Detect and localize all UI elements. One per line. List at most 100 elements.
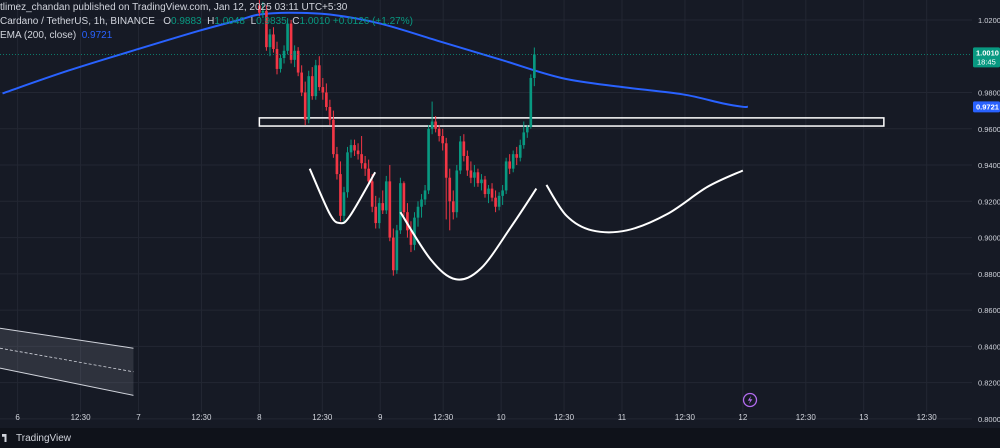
candle-body: [392, 237, 395, 271]
candle: [367, 159, 370, 185]
candle: [525, 125, 529, 138]
candle: [310, 67, 314, 100]
candle-body: [307, 76, 311, 120]
candle-body: [483, 179, 487, 195]
time-tick-label: 12:30: [71, 413, 92, 422]
candle: [261, 1, 265, 19]
candle-body: [533, 54, 536, 78]
channel-fill: [0, 328, 134, 396]
channel-mid-line: [0, 347, 134, 373]
channel-lower-line: [0, 367, 134, 396]
publish-info: tlimez_chandan published on TradingView.…: [0, 2, 348, 13]
candle-body: [441, 136, 445, 144]
candle: [346, 146, 349, 198]
time-tick-label: 12:30: [554, 413, 575, 422]
pattern-arc: [308, 168, 377, 225]
pattern-arcs: [308, 168, 744, 281]
candle: [483, 175, 487, 198]
time-tick-label: 10: [497, 413, 506, 422]
candle-body: [518, 145, 522, 158]
time-tick-label: 12:30: [312, 413, 333, 422]
candle: [455, 165, 459, 218]
indicator-legend[interactable]: EMA (200, close) 0.9721: [0, 30, 112, 41]
time-tick-label: 12:30: [191, 413, 212, 422]
candle: [529, 74, 533, 129]
candle-body: [300, 72, 303, 93]
time-tick-label: 12:30: [675, 413, 696, 422]
ema-value: 0.9721: [81, 30, 113, 41]
candle-body: [272, 34, 275, 49]
candle: [497, 192, 501, 211]
candle-body: [293, 50, 296, 60]
candle-body: [275, 48, 279, 69]
candle: [392, 228, 395, 276]
ohlc-change: +0.0126 (+1.27%): [332, 16, 413, 27]
candle: [522, 121, 526, 149]
flash-icon[interactable]: [742, 392, 758, 408]
time-tick-label: 11: [618, 413, 627, 422]
candle-body: [286, 23, 289, 51]
tradingview-logo-icon: [2, 434, 7, 442]
candle: [314, 59, 318, 100]
pattern-arc: [545, 169, 744, 234]
candle-body: [258, 5, 261, 13]
time-tick-label: 13: [859, 413, 868, 422]
candle: [434, 116, 437, 133]
candle: [349, 139, 353, 158]
candle-body: [377, 203, 381, 224]
time-tick-label: 12:30: [917, 413, 938, 422]
ohlc-high: H1.0048: [207, 16, 245, 27]
symbol-title[interactable]: Cardano / TetherUS, 1h, BINANCE: [0, 16, 155, 27]
candle-body: [466, 155, 469, 171]
candle-body: [402, 183, 406, 213]
candle: [437, 125, 441, 142]
candle: [533, 47, 536, 87]
price-channel: [0, 327, 134, 396]
candle-body: [416, 206, 420, 218]
candle: [388, 165, 392, 242]
candle-body: [261, 10, 265, 13]
price-tick-label: 0.80000: [978, 415, 1000, 424]
candle: [504, 157, 508, 195]
candle-body: [515, 154, 519, 158]
ohlc-open: O0.9883: [163, 16, 202, 27]
candle-body: [289, 23, 293, 60]
time-tick-label: 12:30: [796, 413, 817, 422]
candle: [480, 174, 483, 191]
candle: [466, 150, 469, 176]
candle-body: [356, 150, 360, 155]
candle: [307, 70, 311, 124]
ohlc-close: C1.0010: [292, 16, 331, 27]
candle: [448, 168, 452, 231]
candle: [409, 221, 413, 253]
candle-body: [349, 145, 353, 153]
candle: [381, 190, 385, 214]
candle-body: [434, 121, 437, 129]
price-scale[interactable]: [972, 0, 1000, 428]
candle-body: [522, 132, 526, 146]
candle-body: [476, 172, 480, 184]
candle: [293, 45, 296, 68]
candle: [353, 139, 356, 156]
candle-body: [525, 126, 529, 133]
candle-body: [279, 58, 282, 69]
candle: [430, 101, 434, 135]
candle: [328, 99, 332, 126]
footer-bar: TradingView: [0, 428, 1000, 448]
price-marker-text: 1.0010: [976, 48, 999, 57]
candle: [321, 77, 325, 100]
candle-body: [508, 161, 511, 169]
candle: [356, 143, 360, 160]
candle: [501, 184, 504, 205]
candlestick-series: [258, 0, 536, 276]
candle-body: [346, 152, 349, 193]
